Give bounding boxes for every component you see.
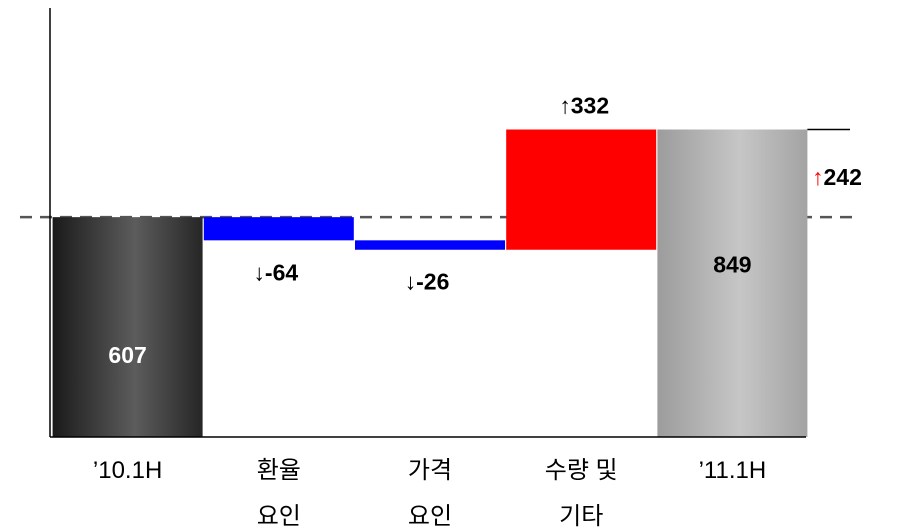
bar-2 [355, 240, 505, 250]
bar-value-label-3-value: 332 [571, 93, 609, 119]
x-tick-label-2-1: 요인 [408, 503, 452, 530]
x-tick-label-3-0: 수량 및 [545, 457, 618, 484]
change-annotation-value: 242 [824, 164, 862, 190]
bar-value-label-1-value: -64 [265, 259, 298, 285]
change-annotation-arrow: ↑ [812, 164, 824, 190]
bar-value-label-2: ↓-26 [405, 269, 450, 295]
bar-value-label-3-arrow: ↑ [559, 93, 571, 119]
bar-value-label-1-arrow: ↓ [253, 259, 265, 285]
bar-4 [657, 129, 808, 437]
x-tick-label-3-1: 기타 [559, 503, 603, 530]
bar-0 [52, 217, 203, 437]
x-tick-label-1-0: 환율 [257, 457, 301, 484]
x-tick-label-1-1: 요인 [257, 503, 301, 530]
bar-value-label-2-value: -26 [416, 269, 449, 295]
x-tick-label-0-0: ’10.1H [93, 457, 162, 484]
x-tick-label-4-0: ’11.1H [699, 457, 767, 484]
bar-3 [506, 129, 657, 250]
bar-value-label-1: ↓-64 [253, 259, 298, 285]
bar-value-label-4: 849 [713, 251, 751, 277]
x-tick-label-2-0: 가격 [408, 457, 452, 484]
change-annotation: ↑242 [812, 164, 862, 190]
bar-1 [203, 217, 354, 241]
bar-value-label-3: ↑332 [559, 93, 609, 119]
bar-value-label-2-arrow: ↓ [405, 269, 417, 295]
bar-value-label-0: 607 [108, 342, 146, 368]
